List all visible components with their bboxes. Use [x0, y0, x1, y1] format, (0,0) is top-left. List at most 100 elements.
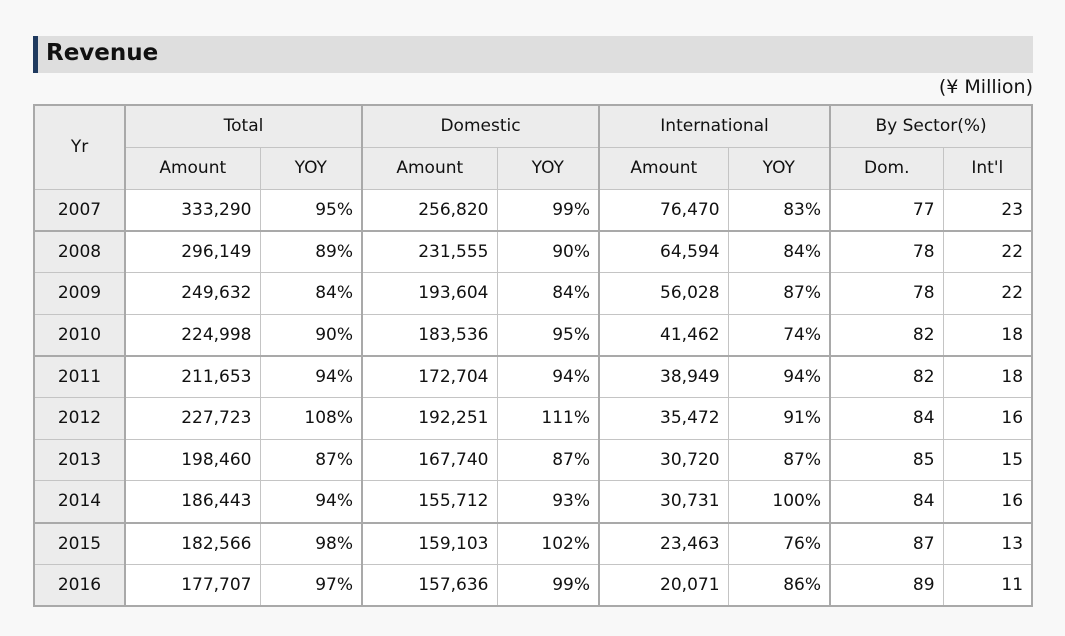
cell-sector-dom: 87	[829, 521, 944, 565]
cell-total-yoy: 84%	[259, 271, 363, 315]
cell-international-amount: 30,731	[598, 480, 729, 523]
cell-sector-dom: 89	[829, 563, 944, 607]
table-row: 2012 227,723 108% 192,251 111% 35,472 91% 84 16	[33, 396, 1033, 440]
cell-total-amount: 224,998	[124, 313, 261, 357]
cell-domestic-amount: 159,103	[361, 521, 498, 565]
cell-domestic-yoy: 90%	[496, 229, 600, 273]
cell-year: 2007	[33, 188, 126, 232]
cell-sector-intl: 11	[942, 563, 1033, 607]
cell-international-amount: 41,462	[598, 313, 729, 357]
cell-sector-intl: 22	[942, 271, 1033, 315]
cell-year: 2013	[33, 438, 126, 482]
cell-sector-dom: 82	[829, 354, 944, 398]
header-sector-dom: Dom.	[829, 146, 944, 190]
table-row: 2008 296,149 89% 231,555 90% 64,594 84% 78 22	[33, 229, 1033, 273]
section-header: Revenue	[33, 36, 1033, 73]
cell-total-yoy: 94%	[259, 354, 363, 398]
cell-domestic-yoy: 102%	[496, 521, 600, 565]
table-row: 2010 224,998 90% 183,536 95% 41,462 74% 82 18	[33, 313, 1033, 357]
cell-total-yoy: 95%	[259, 188, 363, 232]
cell-international-amount: 30,720	[598, 438, 729, 482]
header-domestic-yoy: YOY	[496, 146, 600, 190]
cell-domestic-amount: 183,536	[361, 313, 498, 357]
cell-international-yoy: 100%	[727, 480, 831, 523]
cell-domestic-yoy: 111%	[496, 396, 600, 440]
cell-sector-dom: 77	[829, 188, 944, 232]
cell-total-amount: 211,653	[124, 354, 261, 398]
cell-domestic-amount: 193,604	[361, 271, 498, 315]
cell-international-yoy: 74%	[727, 313, 831, 357]
cell-international-amount: 35,472	[598, 396, 729, 440]
cell-domestic-yoy: 99%	[496, 188, 600, 232]
cell-sector-intl: 16	[942, 480, 1033, 523]
cell-year: 2012	[33, 396, 126, 440]
cell-sector-intl: 18	[942, 354, 1033, 398]
cell-year: 2011	[33, 354, 126, 398]
cell-total-amount: 333,290	[124, 188, 261, 232]
cell-international-yoy: 87%	[727, 438, 831, 482]
cell-international-yoy: 91%	[727, 396, 831, 440]
header-year: Yr	[33, 104, 126, 190]
table-row: 2015 182,566 98% 159,103 102% 23,463 76% 87 13	[33, 521, 1033, 565]
page-title: Revenue	[46, 40, 159, 66]
revenue-table: Yr Total Domestic International By Secto…	[33, 104, 1034, 607]
cell-sector-intl: 16	[942, 396, 1033, 440]
cell-total-amount: 296,149	[124, 229, 261, 273]
cell-sector-dom: 82	[829, 313, 944, 357]
table-row: 2011 211,653 94% 172,704 94% 38,949 94% 82 18	[33, 354, 1033, 398]
cell-total-yoy: 94%	[259, 480, 363, 523]
header-group-total: Total	[123, 104, 363, 148]
cell-domestic-yoy: 95%	[496, 313, 600, 357]
cell-international-amount: 56,028	[598, 271, 729, 315]
cell-domestic-yoy: 84%	[496, 271, 600, 315]
cell-year: 2014	[33, 480, 126, 523]
header-group-domestic: Domestic	[361, 104, 600, 148]
cell-domestic-amount: 172,704	[361, 354, 498, 398]
cell-international-yoy: 76%	[727, 521, 831, 565]
header-group-by-sector: By Sector(%)	[829, 104, 1033, 148]
header-international-amount: Amount	[598, 146, 729, 190]
table-row: 2016 177,707 97% 157,636 99% 20,071 86% 89 11	[33, 563, 1033, 607]
table-row: 2007 333,290 95% 256,820 99% 76,470 83% 77 23	[33, 188, 1033, 232]
cell-year: 2015	[33, 521, 126, 565]
cell-sector-dom: 84	[829, 396, 944, 440]
cell-total-amount: 177,707	[124, 563, 261, 607]
header-international-yoy: YOY	[727, 146, 831, 190]
cell-sector-dom: 78	[829, 271, 944, 315]
header-sector-intl: Int'l	[942, 146, 1033, 190]
cell-international-amount: 64,594	[598, 229, 729, 273]
table-row: 2014 186,443 94% 155,712 93% 30,731 100% 84 16	[33, 480, 1033, 523]
cell-total-amount: 186,443	[124, 480, 261, 523]
cell-international-yoy: 94%	[727, 354, 831, 398]
cell-domestic-amount: 231,555	[361, 229, 498, 273]
cell-sector-dom: 78	[829, 229, 944, 273]
cell-international-yoy: 83%	[727, 188, 831, 232]
cell-international-yoy: 87%	[727, 271, 831, 315]
cell-total-amount: 227,723	[124, 396, 261, 440]
cell-domestic-amount: 192,251	[361, 396, 498, 440]
cell-total-yoy: 89%	[259, 229, 363, 273]
header-group-international: International	[598, 104, 831, 148]
cell-year: 2010	[33, 313, 126, 357]
cell-domestic-yoy: 87%	[496, 438, 600, 482]
cell-year: 2008	[33, 229, 126, 273]
cell-sector-intl: 15	[942, 438, 1033, 482]
cell-international-yoy: 84%	[727, 229, 831, 273]
cell-total-amount: 182,566	[124, 521, 261, 565]
cell-year: 2009	[33, 271, 126, 315]
cell-year: 2016	[33, 563, 126, 607]
cell-domestic-yoy: 99%	[496, 563, 600, 607]
unit-label: (¥ Million)	[938, 76, 1033, 98]
cell-domestic-yoy: 93%	[496, 480, 600, 523]
cell-total-amount: 198,460	[124, 438, 261, 482]
cell-total-amount: 249,632	[124, 271, 261, 315]
cell-domestic-amount: 256,820	[361, 188, 498, 232]
header-total-amount: Amount	[124, 146, 261, 190]
cell-domestic-amount: 167,740	[361, 438, 498, 482]
table-row: 2009 249,632 84% 193,604 84% 56,028 87% 78 22	[33, 271, 1033, 315]
cell-domestic-amount: 157,636	[361, 563, 498, 607]
cell-international-amount: 20,071	[598, 563, 729, 607]
cell-total-yoy: 108%	[259, 396, 363, 440]
cell-domestic-yoy: 94%	[496, 354, 600, 398]
table-body: 2007 333,290 95% 256,820 99% 76,470 83% 77 23 200…	[33, 188, 1033, 607]
